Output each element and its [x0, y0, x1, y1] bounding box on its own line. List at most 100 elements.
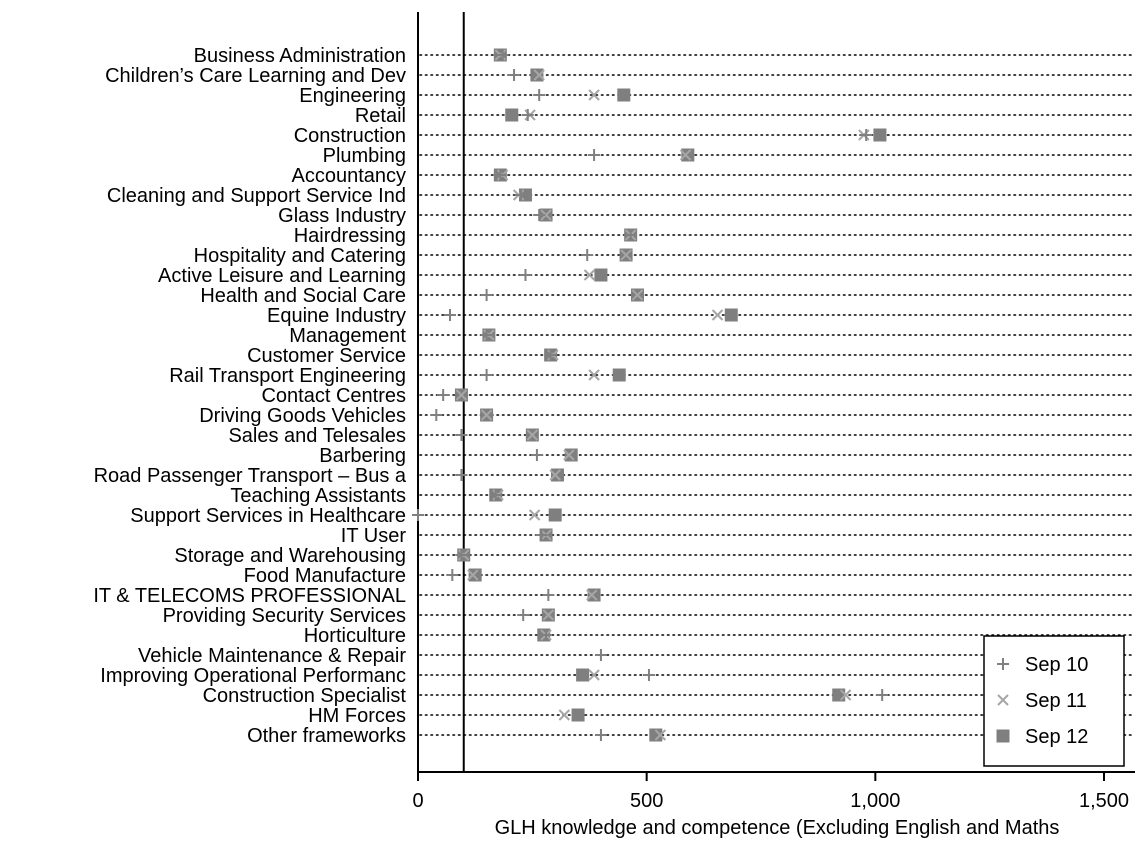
- data-point: [533, 69, 545, 81]
- data-point: [594, 729, 607, 741]
- cross-stroke: [467, 569, 479, 581]
- legend-marker: [997, 694, 1009, 706]
- data-point: [444, 309, 457, 321]
- category-label: Horticulture: [304, 625, 406, 647]
- legend-box: [983, 635, 1125, 767]
- data-point: [508, 69, 521, 81]
- series-sep-10: [412, 49, 889, 741]
- data-point: [467, 569, 479, 581]
- cross-stroke: [542, 609, 555, 621]
- data-point: [564, 448, 578, 462]
- cross-stroke: [997, 694, 1009, 706]
- cross-stroke: [480, 409, 493, 421]
- data-point: [832, 688, 846, 702]
- legend-label: Sep 10: [1025, 654, 1088, 676]
- category-label: HM Forces: [308, 705, 406, 727]
- category-label: Construction Specialist: [203, 685, 407, 707]
- data-point: [480, 289, 493, 301]
- x-tick-label: 1,500: [1079, 790, 1129, 812]
- data-point: [530, 449, 543, 461]
- data-point: [588, 669, 600, 681]
- data-point: [535, 529, 548, 541]
- cross-stroke: [679, 149, 692, 161]
- category-label: Sales and Telesales: [228, 425, 406, 447]
- data-point: [594, 649, 607, 661]
- category-label: Driving Goods Vehicles: [199, 405, 406, 427]
- x-axis-ticks: 0 500 1,000 1,500: [412, 772, 1129, 812]
- data-point: [455, 389, 468, 401]
- category-label: Teaching Assistants: [230, 485, 406, 507]
- category-label: Providing Security Services: [163, 605, 406, 627]
- category-label: Health and Social Care: [200, 285, 406, 307]
- data-point: [468, 568, 482, 582]
- category-label: Engineering: [299, 85, 406, 107]
- data-point: [587, 588, 601, 602]
- cross-stroke: [526, 429, 539, 441]
- data-point: [620, 249, 632, 261]
- category-label: Food Manufacture: [244, 565, 406, 587]
- category-label: Plumbing: [323, 145, 406, 167]
- data-point: [455, 429, 468, 441]
- x-tick-label: 500: [630, 790, 663, 812]
- data-points: [412, 48, 889, 742]
- category-label: Improving Operational Performanc: [100, 665, 406, 687]
- category-label: Customer Service: [247, 345, 406, 367]
- data-point: [558, 709, 571, 721]
- data-point: [588, 89, 600, 101]
- series-sep-11: [455, 49, 870, 741]
- data-point: [533, 209, 546, 221]
- data-point: [594, 268, 608, 282]
- x-tick-label: 0: [412, 790, 423, 812]
- cross-stroke: [839, 689, 852, 701]
- legend-marker: [996, 729, 1010, 743]
- data-point: [530, 68, 544, 82]
- data-point: [496, 49, 509, 61]
- category-label: Hairdressing: [294, 225, 406, 247]
- data-point: [617, 88, 631, 102]
- category-label: Retail: [355, 105, 406, 127]
- data-point: [549, 469, 561, 481]
- cross-stroke: [588, 89, 600, 101]
- data-point: [542, 589, 555, 601]
- data-point: [517, 609, 530, 621]
- data-point: [860, 129, 873, 141]
- cross-stroke: [620, 249, 632, 261]
- category-label: Cleaning and Support Service Ind: [107, 185, 406, 207]
- data-point: [480, 329, 493, 341]
- cross-stroke: [455, 389, 468, 401]
- category-label: IT User: [341, 525, 407, 547]
- data-point: [612, 368, 626, 382]
- category-label: Vehicle Maintenance & Repair: [138, 645, 406, 667]
- data-point: [873, 128, 887, 142]
- data-point: [563, 449, 575, 461]
- data-point: [480, 369, 493, 381]
- data-point: [514, 189, 527, 201]
- category-label: Storage and Warehousing: [174, 545, 406, 567]
- category-label: Support Services in Healthcare: [130, 505, 406, 527]
- data-point: [581, 249, 594, 261]
- cross-stroke: [533, 69, 545, 81]
- cross-stroke: [558, 709, 571, 721]
- cross-stroke: [583, 269, 596, 281]
- x-tick-label: 1,000: [850, 790, 900, 812]
- legend-label: Sep 12: [1025, 726, 1088, 748]
- data-point: [519, 269, 532, 281]
- data-point: [480, 409, 493, 421]
- data-point: [528, 509, 541, 521]
- data-point: [588, 149, 601, 161]
- data-point: [649, 728, 663, 742]
- data-point: [642, 669, 655, 681]
- category-label: Glass Industry: [278, 205, 406, 227]
- category-label: Equine Industry: [267, 305, 406, 327]
- data-point: [839, 689, 852, 701]
- category-label: IT & TELECOMS PROFESSIONAL: [93, 585, 406, 607]
- category-label: Contact Centres: [261, 385, 406, 407]
- data-point: [654, 729, 667, 741]
- row-guides: [419, 54, 1134, 736]
- data-point: [724, 308, 738, 322]
- data-point: [455, 469, 468, 481]
- cross-stroke: [588, 669, 600, 681]
- data-point: [489, 489, 502, 501]
